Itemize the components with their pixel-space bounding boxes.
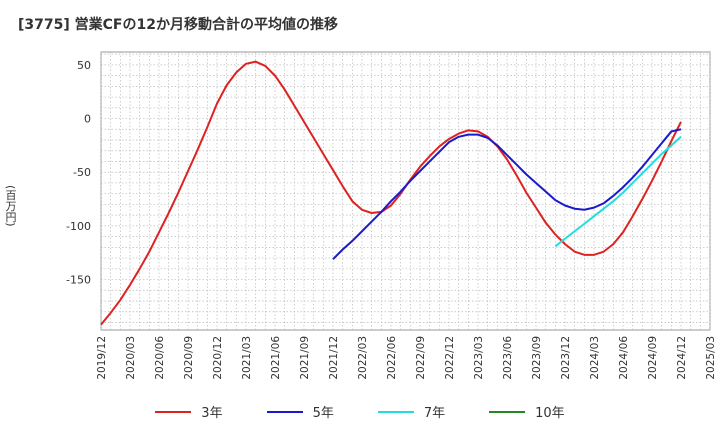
legend-label: 3年 (201, 406, 223, 421)
x-tick-label: 2021/03 (241, 336, 253, 380)
x-tick-label: 2024/09 (647, 336, 659, 380)
legend-item: 3年 (155, 402, 223, 421)
y-tick-label: 0 (84, 113, 91, 126)
x-tick-label: 2019/12 (96, 336, 108, 380)
x-tick-label: 2022/03 (357, 336, 369, 380)
series-line-3年 (100, 60, 682, 326)
y-tick-label: -100 (66, 220, 91, 233)
legend-item: 7年 (377, 402, 446, 421)
x-tick-label: 2025/03 (705, 336, 717, 380)
x-tick-label: 2020/03 (125, 336, 137, 380)
legend-item: 5年 (266, 402, 334, 421)
series-line-5年 (332, 128, 682, 260)
legend-swatch (266, 410, 303, 413)
x-tick-label: 2024/06 (618, 336, 630, 380)
legend-label: 10年 (535, 406, 565, 421)
x-tick-label: 2023/12 (560, 336, 572, 380)
legend-label: 7年 (423, 406, 446, 421)
chart-legend: 3年 5年 7年 10年 (0, 402, 720, 421)
plot-frame (100, 51, 711, 331)
y-axis-label: (百万円) (4, 185, 17, 227)
x-tick-label: 2021/12 (328, 336, 340, 380)
x-tick-label: 2022/12 (444, 336, 456, 380)
x-tick-label: 2021/09 (299, 336, 311, 380)
x-tick-label: 2023/03 (473, 336, 485, 380)
legend-label: 5年 (312, 406, 334, 421)
x-tick-label: 2024/03 (589, 336, 601, 380)
x-tick-label: 2023/09 (531, 336, 543, 380)
y-tick-label: 50 (77, 59, 91, 72)
x-tick-label: 2020/06 (154, 336, 166, 380)
legend-swatch (377, 410, 414, 413)
x-tick-label: 2022/09 (415, 336, 427, 380)
legend-item: 10年 (489, 402, 565, 421)
x-tick-label: 2020/09 (183, 336, 195, 380)
series-line-7年 (554, 136, 682, 248)
y-tick-label: -150 (66, 274, 91, 287)
x-tick-label: 2022/06 (386, 336, 398, 380)
legend-swatch (489, 410, 526, 413)
y-tick-label: -50 (73, 166, 91, 179)
x-tick-label: 2023/06 (502, 336, 514, 380)
x-tick-label: 2024/12 (676, 336, 688, 380)
x-tick-label: 2020/12 (212, 336, 224, 380)
chart-title: [3775] 営業CFの12か月移動合計の平均値の推移 (18, 17, 338, 33)
x-tick-label: 2021/06 (270, 336, 282, 380)
legend-swatch (155, 410, 192, 413)
